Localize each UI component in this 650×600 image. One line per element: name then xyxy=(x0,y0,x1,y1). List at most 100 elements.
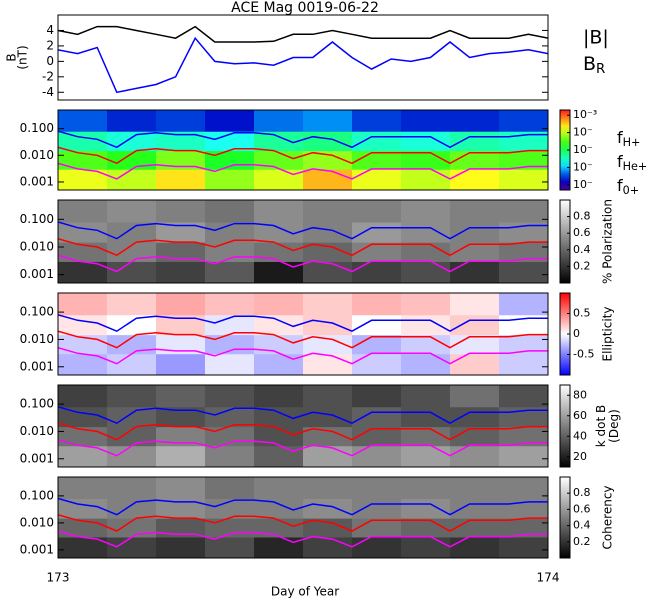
heat-cell xyxy=(156,334,206,355)
heat-cell xyxy=(58,110,108,132)
colorbar-tick-label: 0.4 xyxy=(573,519,591,532)
heat-cell xyxy=(107,261,157,283)
heat-cell xyxy=(107,536,157,558)
heat-cell xyxy=(156,536,206,558)
heat-cell xyxy=(156,314,206,336)
heat-cell xyxy=(401,261,451,283)
series-line xyxy=(58,346,548,365)
legend-entry: fH+ xyxy=(617,128,640,150)
heat-cell xyxy=(303,261,353,283)
heat-cell xyxy=(303,518,353,538)
heat-cell xyxy=(450,131,500,152)
heat-cell xyxy=(58,200,108,223)
heat-cell xyxy=(352,314,402,336)
colorbar xyxy=(559,476,571,559)
heat-cell xyxy=(303,385,353,408)
colorbar-tick-label: 20 xyxy=(573,450,587,463)
heat-cell xyxy=(254,200,304,223)
heat-cell xyxy=(401,477,451,499)
heat-cell xyxy=(156,169,206,190)
heat-cell xyxy=(205,536,255,558)
y-tick-label: 0.010 xyxy=(20,332,54,346)
heat-cell xyxy=(450,169,500,190)
heat-cell xyxy=(107,314,157,336)
heat-cell xyxy=(107,445,157,467)
heat-cell xyxy=(352,385,402,408)
heat-cell xyxy=(401,518,451,538)
heat-cell xyxy=(58,131,108,152)
heat-cell xyxy=(401,169,451,190)
heat-cell xyxy=(450,518,500,538)
series-line xyxy=(58,221,548,240)
heat-cell xyxy=(254,426,304,447)
heat-cell xyxy=(156,261,206,283)
series-line xyxy=(58,162,548,180)
heat-cell xyxy=(499,426,548,447)
heat-cell xyxy=(352,150,402,170)
y-tick-label: 0.010 xyxy=(20,240,54,254)
y-axis-label: B xyxy=(5,53,19,61)
heat-cell xyxy=(450,110,500,132)
series-line xyxy=(58,513,548,532)
series-line xyxy=(58,36,548,94)
heat-cell xyxy=(156,477,206,499)
heat-cell xyxy=(499,477,548,499)
heat-cell xyxy=(107,498,157,519)
heat-cell xyxy=(58,406,108,428)
heat-cell xyxy=(499,110,548,132)
y-tick-label: 2 xyxy=(46,38,54,52)
heat-cell xyxy=(450,242,500,262)
heat-cell xyxy=(499,150,548,170)
heat-cell xyxy=(205,169,255,190)
heat-cell xyxy=(254,314,304,336)
heat-cell xyxy=(401,536,451,558)
plot-frame xyxy=(57,14,549,101)
heat-cell xyxy=(303,536,353,558)
y-tick-label: 0.100 xyxy=(20,305,54,319)
heat-cell xyxy=(205,498,255,519)
heat-cell xyxy=(499,353,548,375)
heat-cell xyxy=(156,110,206,132)
heat-cell xyxy=(499,200,548,223)
heat-cell xyxy=(352,536,402,558)
heat-cell xyxy=(352,293,402,316)
heat-cell xyxy=(107,200,157,223)
heat-cell xyxy=(303,222,353,243)
series-line xyxy=(58,130,548,149)
heat-cell xyxy=(58,477,108,499)
heat-cell xyxy=(254,445,304,467)
heat-cell xyxy=(450,445,500,467)
plot-frame xyxy=(57,476,549,559)
heat-cell xyxy=(205,314,255,336)
legend-main: f xyxy=(617,152,623,171)
heat-cell xyxy=(352,353,402,375)
heat-cell xyxy=(254,406,304,428)
legend-entry: |B| xyxy=(583,27,609,49)
heat-cell xyxy=(450,353,500,375)
colorbar xyxy=(559,199,571,284)
legend-main: f xyxy=(617,176,623,195)
heat-cell xyxy=(352,426,402,447)
y-tick-label: -2 xyxy=(42,69,54,83)
legend-sub: H+ xyxy=(623,136,641,149)
heat-cell xyxy=(401,314,451,336)
heat-cell xyxy=(156,150,206,170)
plot-frame xyxy=(57,199,549,284)
colorbar-tick-label: 0.8 xyxy=(573,210,591,223)
heat-cell xyxy=(352,498,402,519)
heat-cell xyxy=(254,353,304,375)
y-tick-label: 4 xyxy=(46,23,54,37)
colorbar-tick-label: 80 xyxy=(573,388,587,401)
plot-frame xyxy=(57,384,549,468)
colorbar-label: Coherency xyxy=(601,485,615,549)
y-tick-label: 0.001 xyxy=(20,267,54,281)
heat-cell xyxy=(401,110,451,132)
heat-cell xyxy=(450,200,500,223)
heat-cell xyxy=(352,222,402,243)
colorbar-tick-label: 0.6 xyxy=(573,226,591,239)
heat-cell xyxy=(58,445,108,467)
heat-cell xyxy=(156,293,206,316)
heat-cell xyxy=(499,169,548,190)
heat-cell xyxy=(107,334,157,355)
heat-cell xyxy=(156,385,206,408)
